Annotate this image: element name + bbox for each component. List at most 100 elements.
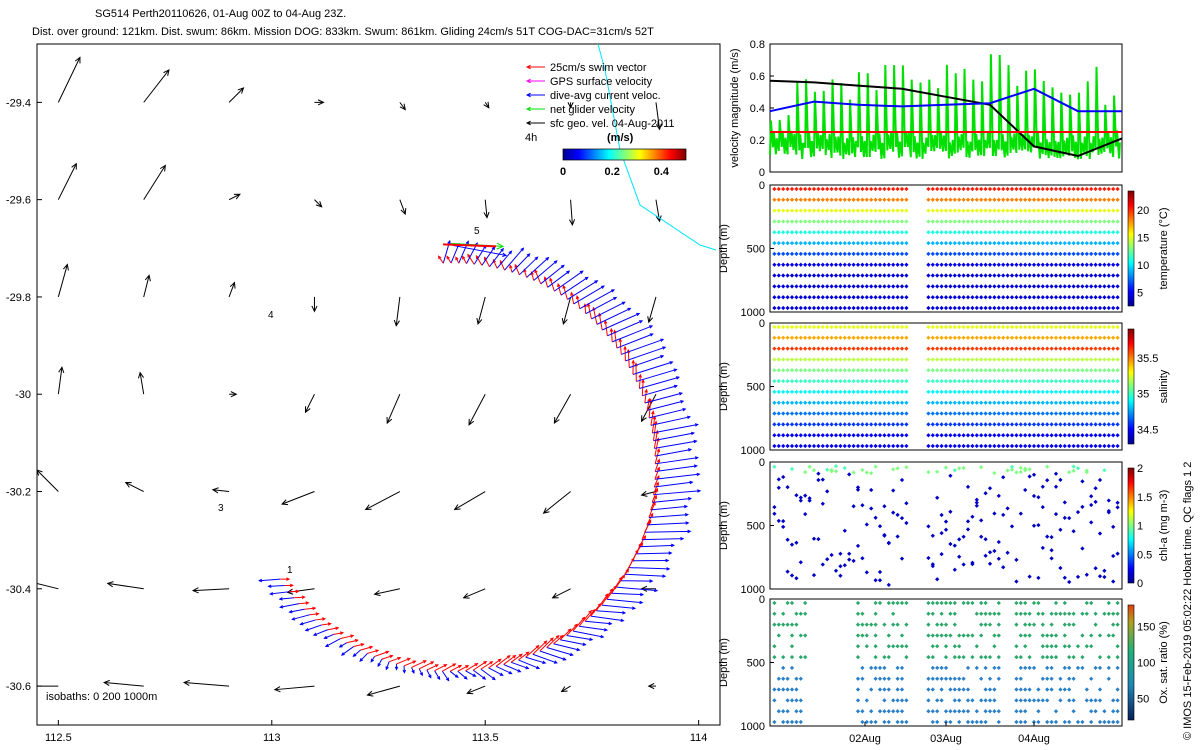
legend-item-label: dive-avg current veloc. — [550, 90, 661, 102]
dac-vector-arrow — [359, 653, 368, 662]
sfc-vector-arrow — [314, 99, 325, 106]
colorbar-label: salinity — [1158, 369, 1170, 403]
depth-panel-3: 0 500 1000 Depth (m) 0 0.5 1 1.5 2 chl-a (mg m-3) — [718, 457, 1170, 596]
dac-vector-arrow — [540, 264, 565, 285]
sfc-vector-arrow — [476, 296, 486, 326]
dac-vector-arrow — [533, 260, 558, 281]
swim-vector-arrow — [611, 576, 623, 594]
swim-vector-arrow — [557, 282, 562, 296]
dac-vector-arrow — [624, 573, 667, 578]
profile-dots — [772, 600, 1120, 725]
depth-ylabel: Depth (m) — [718, 224, 730, 273]
depth-ytick-label: 500 — [747, 521, 765, 533]
legend-item-label: net glider velocity — [550, 104, 635, 116]
sfc-vector-arrow — [655, 199, 662, 223]
dac-vector-arrow — [426, 669, 432, 679]
depth-ytick-label: 500 — [747, 244, 765, 256]
speed-colorbar-tick: 0.4 — [654, 166, 670, 178]
sfc-vector-arrow — [280, 491, 315, 506]
swim-vector-arrow — [546, 634, 560, 648]
date-xtick-label: 02Aug — [849, 733, 881, 745]
figure-title-line1: SG514 Perth20110626, 01-Aug 00Z to 04-Au… — [95, 8, 346, 20]
swim-vector-arrow — [480, 661, 494, 670]
sfc-vector-arrow — [641, 393, 657, 423]
profile-dots — [772, 324, 1120, 449]
sfc-vector-arrow — [57, 366, 65, 395]
dac-vector-arrow — [377, 658, 383, 668]
map-axes-box — [36, 43, 721, 726]
swim-vector-arrow — [294, 595, 306, 599]
velocity-ytick-label: 0.2 — [750, 135, 765, 147]
dac-vector-arrow — [632, 558, 670, 563]
dac-vector-arrow — [546, 647, 574, 657]
velocity-ticks: 0 0.2 0.4 0.6 0.8 — [750, 39, 774, 179]
legend-item-arrow — [525, 92, 545, 98]
dac-vector-arrow — [288, 608, 305, 614]
swim-vector-arrow — [443, 243, 497, 248]
depth-ytick-label: 500 — [747, 382, 765, 394]
sfc-vector-arrow — [386, 394, 401, 425]
swim-vector-arrow — [650, 494, 657, 511]
sfc-vector-arrow — [483, 101, 490, 109]
swim-vector-arrow — [654, 458, 661, 472]
colorbar-tick-label: 150 — [1137, 622, 1155, 634]
swim-vector-arrow — [570, 291, 575, 305]
dac-vector-arrow — [625, 346, 667, 362]
track-point-label: 1 — [287, 565, 293, 576]
map-xtick-label: 113.5 — [472, 732, 499, 744]
map-ytick-label: -29.6 — [6, 195, 31, 207]
dac-vector-arrow — [539, 650, 567, 661]
dac-vector-arrow — [278, 597, 295, 601]
dac-vector-arrow — [620, 579, 654, 583]
dac-vector-arrow — [650, 415, 692, 426]
swim-vector-arrow — [495, 655, 511, 667]
swim-vector-arrow — [315, 617, 327, 621]
dac-vector-arrow — [601, 604, 637, 610]
depth-ytick-label: 0 — [759, 318, 765, 330]
dac-vector-arrow — [644, 392, 684, 404]
swim-vector-arrow — [304, 606, 317, 611]
sfc-vector-arrow — [102, 679, 144, 687]
dac-vector-arrow — [639, 543, 676, 548]
dac-vector-arrow — [585, 296, 618, 315]
dac-vector-arrow — [612, 325, 654, 343]
dac-vector-arrow — [518, 256, 539, 276]
colorbar-tick-label: 35.5 — [1137, 353, 1158, 365]
dac-vector-arrow — [323, 633, 335, 639]
dac-vector-arrow — [652, 496, 693, 503]
dac-vector-arrow — [496, 250, 513, 269]
dac-vector-arrow — [554, 270, 584, 292]
colorbar-tick-label: 50 — [1137, 693, 1149, 705]
dac-vector-arrow — [560, 276, 589, 296]
dac-vector-arrow — [525, 656, 547, 665]
map-legend: 25cm/s swim vector GPS surface velocity di… — [525, 62, 687, 178]
swim-vector-arrow — [543, 276, 549, 288]
swim-vector-arrow — [525, 644, 540, 658]
swim-vector-arrow — [650, 410, 655, 426]
cyan-track-line — [597, 43, 717, 251]
colorbar-tick-label: 20 — [1137, 205, 1149, 217]
colorbar-label: temperature (°C) — [1158, 207, 1170, 289]
dac-vector-arrow — [655, 464, 698, 473]
legend-interval-label: 4h — [525, 132, 537, 144]
swim-vector-arrow — [595, 593, 609, 611]
map-xtick-label: 113 — [263, 732, 281, 744]
dac-vector-arrow — [649, 407, 687, 419]
swim-vector-arrow — [652, 481, 659, 495]
swim-vector-arrow — [360, 645, 374, 651]
depth-ytick-label: 1000 — [741, 584, 765, 596]
swim-vector-arrow — [381, 654, 394, 660]
swim-vector-arrow — [559, 628, 572, 641]
swim-vector-arrow — [549, 277, 555, 292]
dac-vector-arrow — [504, 247, 525, 271]
swim-vector-arrow — [609, 327, 614, 342]
dac-vector-arrow — [647, 400, 685, 411]
sfc-vector-arrow — [393, 296, 401, 327]
colorbar-tick-label: 5 — [1137, 287, 1143, 299]
dac-vector-arrow — [511, 253, 531, 273]
swim-vector-arrow — [467, 253, 475, 265]
swim-vector-arrow — [321, 622, 332, 626]
dac-vector-arrow — [616, 586, 659, 593]
dac-vector-arrow — [653, 489, 702, 496]
